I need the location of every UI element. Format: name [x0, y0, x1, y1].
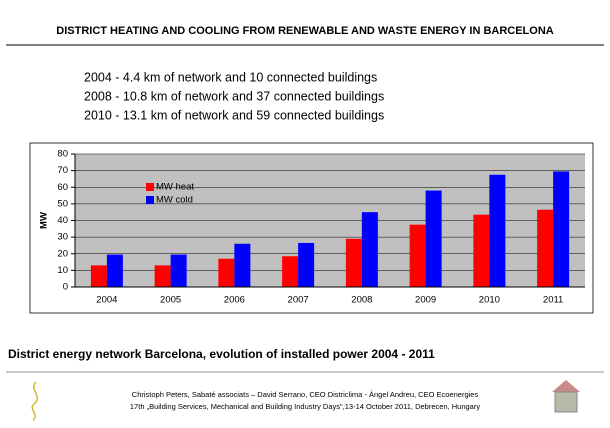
bar — [234, 243, 251, 287]
x-tick-label: 2009 — [415, 295, 436, 306]
y-axis-label: MW — [39, 212, 50, 229]
bar — [537, 209, 554, 287]
bar — [473, 214, 490, 287]
y-tick-label: 0 — [63, 282, 68, 293]
legend-label: MW cold — [156, 195, 193, 206]
bar — [154, 265, 171, 287]
footer-line: Christoph Peters, Sabaté associats – Dav… — [132, 390, 479, 399]
x-tick-label: 2005 — [160, 295, 181, 306]
slide-title: DISTRICT HEATING AND COOLING FROM RENEWA… — [56, 25, 554, 37]
bar — [218, 258, 235, 287]
footer-line: 17th „Building Services, Mechanical and … — [130, 402, 480, 411]
bar — [282, 256, 299, 287]
logo-left — [31, 381, 39, 421]
y-tick-label: 30 — [57, 232, 68, 243]
y-tick-label: 60 — [57, 182, 68, 193]
y-tick-label: 80 — [57, 149, 68, 160]
y-tick-label: 20 — [57, 248, 68, 259]
y-tick-label: 70 — [57, 165, 68, 176]
legend-swatch — [146, 196, 154, 204]
y-tick-label: 10 — [57, 265, 68, 276]
x-tick-label: 2004 — [96, 295, 117, 306]
info-line: 2004 - 4.4 km of network and 10 connecte… — [84, 70, 377, 84]
bar — [425, 190, 442, 287]
bar — [553, 171, 570, 287]
info-line: 2008 - 10.8 km of network and 37 connect… — [84, 89, 384, 103]
legend-swatch — [146, 183, 154, 191]
bar — [106, 254, 123, 287]
x-tick-label: 2010 — [479, 295, 500, 306]
chart: 0 10 20 30 40 50 60 70 80 MW 2004 2005 2006 2007 2008 2… — [39, 149, 585, 306]
bar — [170, 254, 187, 287]
bar — [345, 238, 362, 287]
bar — [298, 242, 315, 287]
x-tick-label: 2008 — [351, 295, 372, 306]
y-tick-label: 50 — [57, 198, 68, 209]
info-line: 2010 - 13.1 km of network and 59 connect… — [84, 108, 384, 122]
caption: District energy network Barcelona, evolu… — [8, 347, 435, 361]
x-tick-label: 2011 — [543, 295, 563, 306]
x-tick-label: 2006 — [224, 295, 245, 306]
legend-label: MW heat — [156, 182, 194, 193]
x-tick-label: 2007 — [288, 295, 309, 306]
bar — [361, 212, 378, 287]
logo-right — [552, 380, 580, 413]
bar — [489, 174, 506, 287]
y-tick-label: 40 — [57, 215, 68, 226]
bar — [409, 224, 426, 287]
bar — [90, 265, 107, 287]
